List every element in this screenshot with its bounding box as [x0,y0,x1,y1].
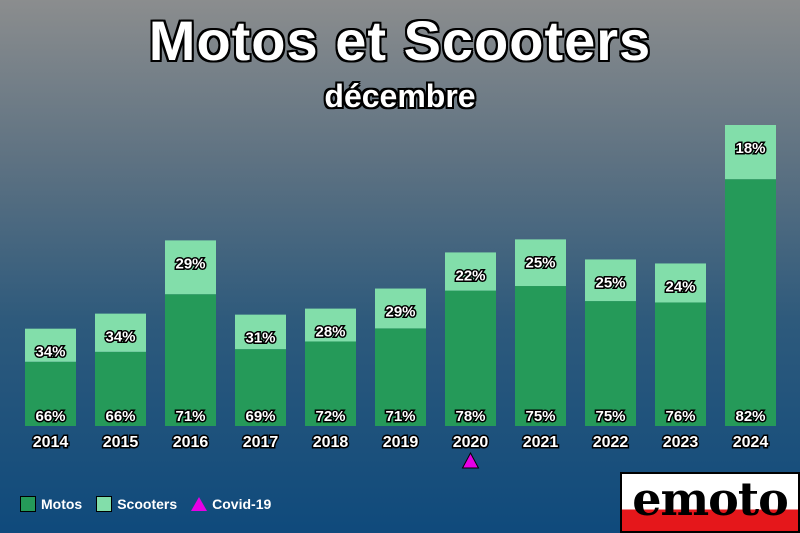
data-label-scooters-2017: 31% [245,330,275,347]
data-label-scooters-2021: 25% [525,254,555,271]
legend-item-scooters: Scooters [96,496,177,512]
x-tick-label-2018: 2018 [313,434,349,451]
bar-motos-2024 [725,179,776,426]
x-tick-label-2016: 2016 [173,434,209,451]
data-label-motos-2023: 76% [665,408,695,425]
bar-motos-2018 [305,341,356,426]
x-tick-label-2017: 2017 [243,434,279,451]
bar-scooters-2020 [445,252,496,291]
data-label-motos-2018: 72% [315,408,345,425]
covid-triangle-icon [191,497,208,511]
data-label-motos-2021: 75% [525,408,555,425]
data-label-motos-2020: 78% [455,408,485,425]
legend-label-scooters: Scooters [117,496,178,512]
data-label-scooters-2016: 29% [175,255,205,272]
bar-group-2015: 66% 34% 2015 [95,313,146,453]
x-tick-label-2020: 2020 [453,434,489,451]
data-label-motos-2024: 82% [735,408,765,425]
emoto-logo: emoto [620,472,800,533]
legend-item-covid: Covid-19 [191,496,271,512]
bar-motos-2020 [445,290,496,426]
bar-motos-2017 [235,349,286,426]
data-label-scooters-2022: 25% [595,274,625,291]
bar-group-2022: 75% 25% 2022 [585,259,636,453]
bar-group-2017: 69% 31% 2017 [235,314,286,453]
bar-scooters-2014 [25,328,76,362]
bar-scooters-2024 [725,125,776,180]
data-label-scooters-2015: 34% [105,329,135,346]
bar-group-2021: 75% 25% 2021 [515,239,566,453]
chart-legend: Motos Scooters Covid-19 [20,496,271,512]
data-label-scooters-2014: 34% [35,344,65,361]
data-label-motos-2015: 66% [105,408,135,425]
data-label-scooters-2020: 22% [455,267,485,284]
bar-motos-2022 [585,301,636,426]
bar-group-2024: 82% 18% 2024 [725,125,776,453]
chart-subtitle: décembre [324,78,476,114]
data-label-scooters-2023: 24% [665,278,695,295]
bar-scooters-2015 [95,313,146,352]
bar-group-2018: 72% 28% 2018 [305,308,356,453]
legend-swatch-motos [20,496,36,512]
x-tick-label-2015: 2015 [103,434,139,451]
bar-scooters-2017 [235,314,286,350]
data-label-motos-2022: 75% [595,408,625,425]
bar-group-2016: 71% 29% 2016 [165,240,216,453]
bar-scooters-2022 [585,259,636,302]
emoto-logo-text: emoto [632,472,789,526]
x-tick-label-2023: 2023 [663,434,699,451]
bar-motos-2021 [515,286,566,426]
legend-label-motos: Motos [41,496,83,512]
bar-motos-2023 [655,302,706,426]
data-label-motos-2017: 69% [245,408,275,425]
covid-marker-2020 [461,451,480,469]
legend-swatch-scooters [96,496,113,512]
data-label-scooters-2018: 28% [315,324,345,341]
x-tick-label-2024: 2024 [733,434,769,451]
x-tick-label-2021: 2021 [523,434,559,451]
bar-group-2019: 71% 29% 2019 [375,288,426,453]
bar-scooters-2018 [305,308,356,342]
bar-scooters-2016 [165,240,216,295]
bar-motos-2016 [165,294,216,426]
bar-motos-2015 [95,351,146,426]
bar-motos-2014 [25,361,76,426]
x-tick-label-2022: 2022 [593,434,629,451]
bar-scooters-2023 [655,263,706,303]
bar-scooters-2021 [515,239,566,287]
bar-group-2023: 76% 24% 2023 [655,263,706,453]
bar-group-2020: 78% 22% 2020 [445,252,496,453]
legend-item-motos: Motos [20,496,82,512]
bar-group-2014: 66% 34% 2014 [25,328,76,453]
data-label-scooters-2024: 18% [735,140,765,157]
x-tick-label-2019: 2019 [383,434,419,451]
data-label-scooters-2019: 29% [385,304,415,321]
x-tick-label-2014: 2014 [33,434,69,451]
data-label-motos-2014: 66% [35,408,65,425]
data-label-motos-2019: 71% [385,408,415,425]
legend-label-covid: Covid-19 [212,496,272,512]
bar-scooters-2019 [375,288,426,329]
chart-title: Motos et Scooters [148,9,652,72]
data-label-motos-2016: 71% [175,408,205,425]
bar-motos-2019 [375,328,426,426]
